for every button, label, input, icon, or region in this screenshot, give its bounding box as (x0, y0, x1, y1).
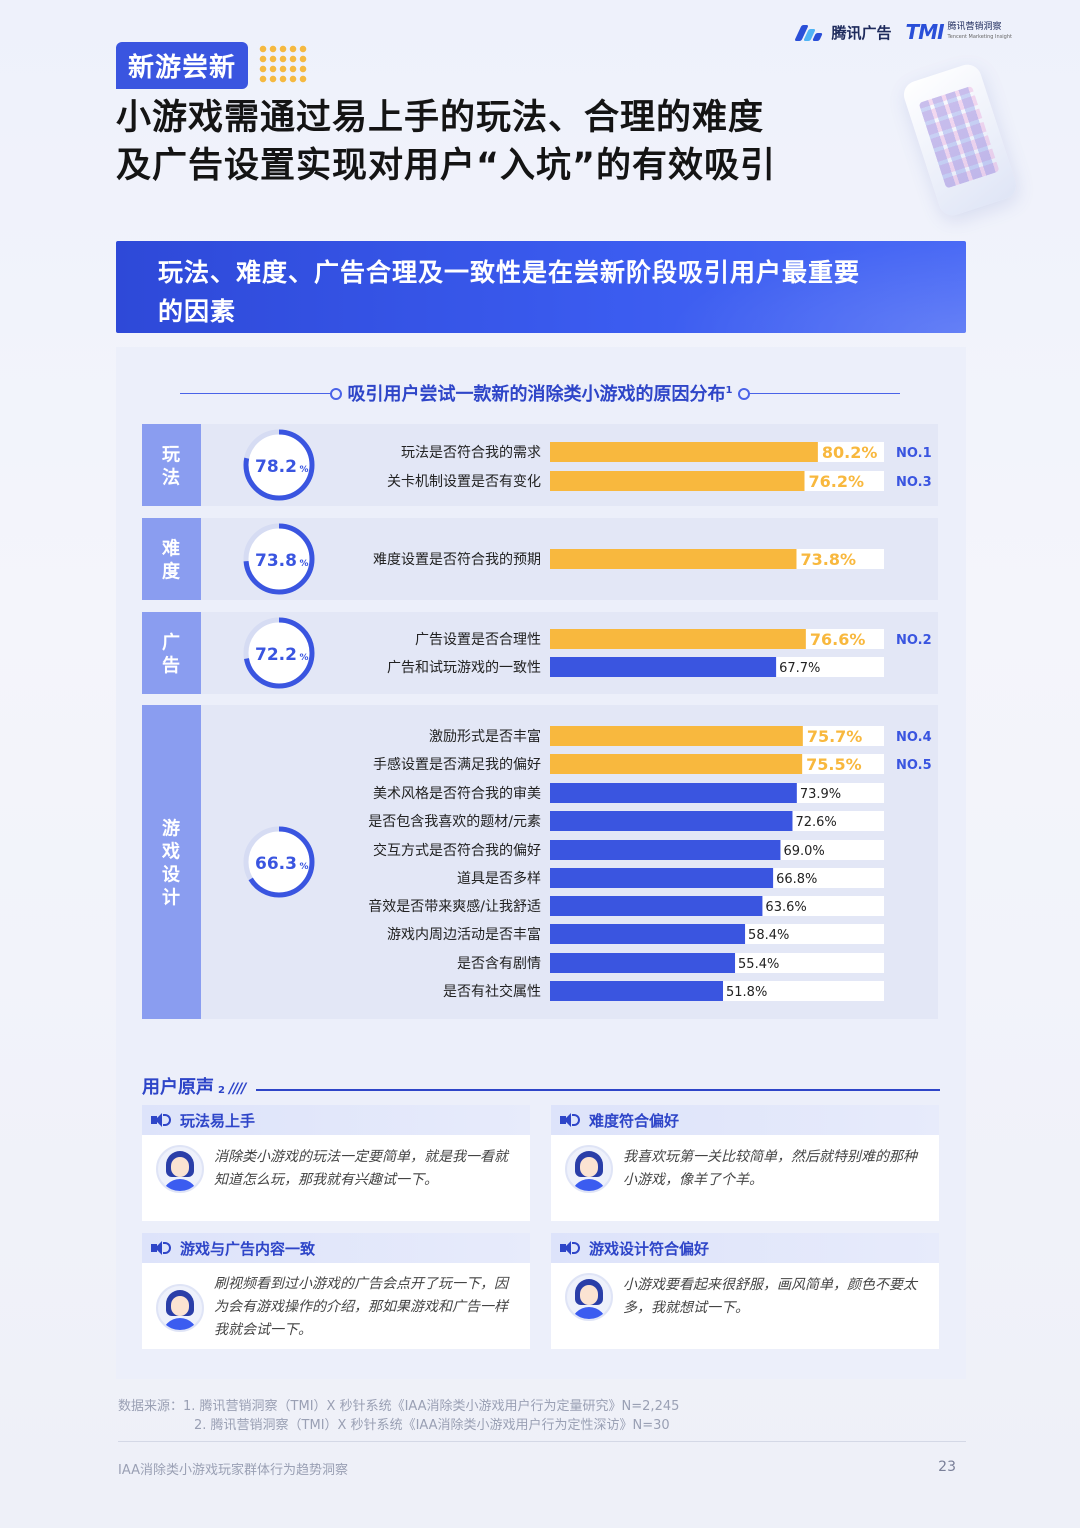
voices-slashes: //// (228, 1081, 246, 1097)
voice-card-head-text: 游戏设计符合偏好 (589, 1239, 710, 1258)
banner-line2: 的因素 (158, 297, 237, 326)
voice-card: 游戏与广告内容一致 刷视频看到过小游戏的广告会点开了玩一下，因为会有游戏操作的介… (142, 1233, 530, 1349)
chart-title-sup: 1 (725, 385, 733, 396)
voice-card: 难度符合偏好 我喜欢玩第一关比较简单，然后就特别难的那种小游戏，像羊了个羊。 (551, 1105, 939, 1221)
content-panel (116, 347, 966, 1379)
speaker-icon (150, 1240, 172, 1256)
tencent-ads-logo-text: 腾讯广告 (831, 23, 892, 42)
avatar (156, 1283, 204, 1332)
decor-dots-icon (258, 44, 308, 84)
footer-divider (118, 1441, 966, 1442)
chart-title-text: 吸引用户尝试一款新的消除类小游戏的原因分布1 (347, 384, 733, 405)
voice-quote: 刷视频看到过小游戏的广告会点开了玩一下，因为会有游戏操作的介绍，那如果游戏和广告… (214, 1276, 508, 1338)
voice-card-head: 玩法易上手 (142, 1105, 530, 1135)
tmi-logo: TMI 腾讯营销洞察 Tencent Marketing Insight (906, 20, 1012, 44)
phone-illustration-icon (900, 61, 1020, 219)
tencent-ads-mark-icon (793, 23, 826, 41)
page-title: 小游戏需通过易上手的玩法、合理的难度 及广告设置实现对用户“入坑”的有效吸引 (116, 94, 876, 190)
section-tag: 新游尝新 (116, 42, 249, 89)
voices-title-text: 用户原声 (142, 1077, 214, 1098)
chart-title-line-left (180, 387, 342, 400)
voice-card: 玩法易上手 消除类小游戏的玩法一定要简单，就是我一看就知道怎么玩，那我就有兴趣试… (142, 1105, 530, 1221)
voice-card-head: 游戏设计符合偏好 (551, 1233, 939, 1263)
key-finding-banner: 玩法、难度、广告合理及一致性是在尝新阶段吸引用户最重要 的因素 (116, 241, 966, 333)
source-row-2: 2. 腾讯营销洞察（TMI）X 秒针系统《IAA消除类小游戏用户行为定性深访》N… (194, 1418, 670, 1433)
tmi-logo-text: TMI (905, 20, 945, 44)
source-row-1: 数据来源：1. 腾讯营销洞察（TMI）X 秒针系统《IAA消除类小游戏用户行为定… (118, 1399, 680, 1414)
chart-title-line-right (738, 387, 900, 400)
voices-title: 用户原声 2 //// (142, 1073, 246, 1099)
voice-card-head: 游戏与广告内容一致 (142, 1233, 530, 1263)
tmi-sub: 腾讯营销洞察 Tencent Marketing Insight (948, 22, 1012, 42)
voice-card-head-text: 游戏与广告内容一致 (180, 1239, 316, 1258)
voices-divider (256, 1089, 940, 1091)
chart-title: 吸引用户尝试一款新的消除类小游戏的原因分布1 (180, 378, 900, 408)
data-sources: 数据来源：1. 腾讯营销洞察（TMI）X 秒针系统《IAA消除类小游戏用户行为定… (118, 1397, 679, 1435)
avatar (565, 1145, 613, 1193)
tencent-ads-logo: 腾讯广告 (793, 22, 892, 43)
tmi-sub-cn: 腾讯营销洞察 (947, 22, 1002, 32)
speaker-icon (150, 1112, 172, 1128)
header-logos: 腾讯广告 TMI 腾讯营销洞察 Tencent Marketing Insigh… (793, 20, 1012, 44)
voices-title-sup: 2 (218, 1085, 225, 1096)
tmi-sub-en: Tencent Marketing Insight (947, 34, 1012, 40)
voice-card-head: 难度符合偏好 (551, 1105, 939, 1135)
banner-line1: 玩法、难度、广告合理及一致性是在尝新阶段吸引用户最重要 (158, 258, 861, 287)
page-number: 23 (938, 1459, 956, 1475)
voice-quote: 小游戏要看起来很舒服，画风简单，颜色不要太多，我就想试一下。 (623, 1277, 917, 1316)
speaker-icon (559, 1112, 581, 1128)
page-title-line1: 小游戏需通过易上手的玩法、合理的难度 (116, 98, 765, 138)
voice-card-head-text: 难度符合偏好 (589, 1111, 680, 1130)
avatar (156, 1145, 204, 1193)
speaker-icon (559, 1240, 581, 1256)
voice-quote: 消除类小游戏的玩法一定要简单，就是我一看就知道怎么玩，那我就有兴趣试一下。 (214, 1149, 508, 1188)
voice-quote: 我喜欢玩第一关比较简单，然后就特别难的那种小游戏，像羊了个羊。 (623, 1149, 917, 1188)
voice-card: 游戏设计符合偏好 小游戏要看起来很舒服，画风简单，颜色不要太多，我就想试一下。 (551, 1233, 939, 1349)
avatar (565, 1273, 613, 1321)
page-title-line2: 及广告设置实现对用户“入坑”的有效吸引 (116, 146, 777, 186)
voice-card-head-text: 玩法易上手 (180, 1111, 256, 1130)
footer-report-name: IAA消除类小游戏玩家群体行为趋势洞察 (118, 1463, 348, 1478)
